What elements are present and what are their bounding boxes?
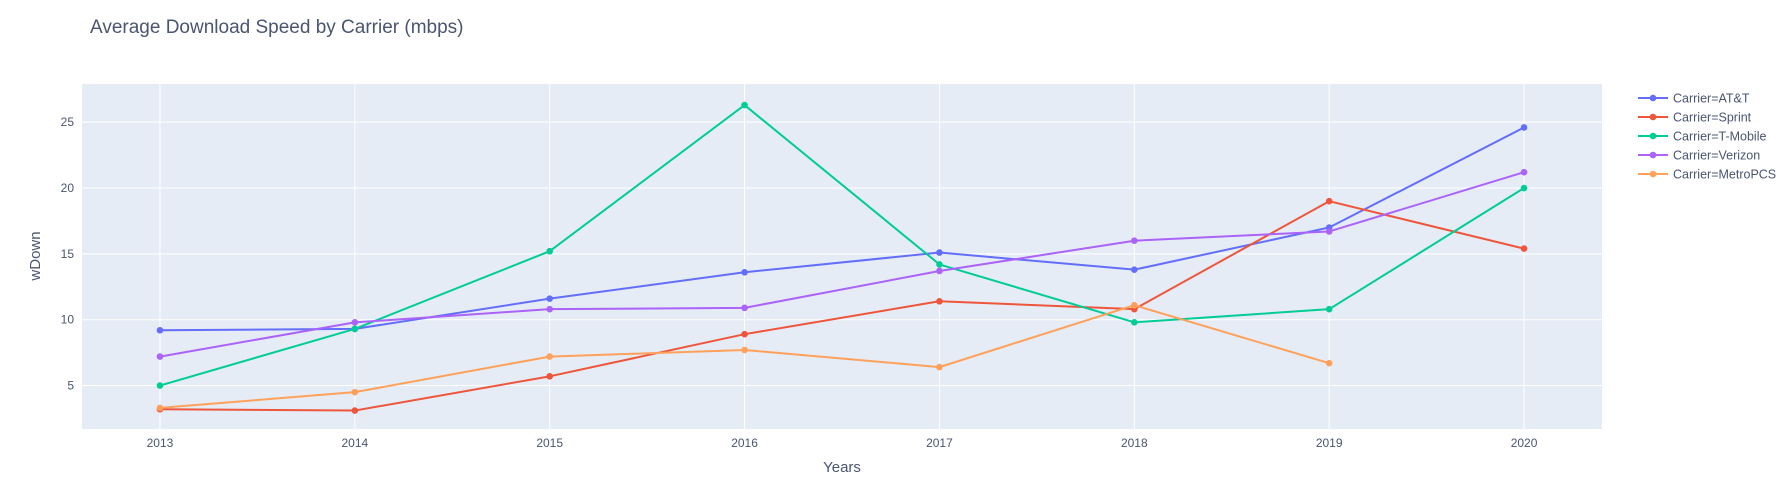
series-line [159,126,1525,332]
legend-item[interactable]: Carrier=Verizon [1638,149,1760,163]
data-point[interactable] [1131,301,1138,309]
series-line [159,171,1525,358]
legend[interactable]: Carrier=AT&T Carrier=Sprint Carrier=T-Mobi… [1638,92,1776,182]
gridlines [82,84,1602,429]
data-point[interactable] [1325,359,1333,367]
series-line [159,104,1525,387]
legend-label: Carrier=Verizon [1673,149,1760,163]
x-tick-label: 2016 [731,436,758,450]
data-point[interactable] [1520,184,1528,192]
legend-label: Carrier=AT&T [1673,92,1750,106]
data-point[interactable] [1131,319,1138,326]
y-axis-title: wDown [27,231,44,281]
x-tick-label: 2018 [1121,436,1148,450]
data-point[interactable] [546,373,553,380]
data-point[interactable] [1325,305,1333,313]
data-point[interactable] [546,305,553,313]
data-point[interactable] [741,269,748,276]
data-point[interactable] [546,353,553,360]
plot-area [82,84,1602,429]
data-point[interactable] [936,249,943,256]
data-point[interactable] [1131,237,1138,244]
x-axis-title: Years [823,459,861,476]
data-point[interactable] [936,261,943,268]
series-line [159,200,1525,412]
data-point[interactable] [936,297,943,305]
series-group [156,101,1528,414]
data-point[interactable] [741,346,748,354]
x-tick-label: 2020 [1511,436,1538,450]
legend-item[interactable]: Carrier=T-Mobile [1638,130,1766,144]
legend-item[interactable]: Carrier=MetroPCS [1638,168,1776,182]
legend-label: Carrier=Sprint [1673,111,1752,125]
legend-item[interactable]: Carrier=AT&T [1638,92,1750,106]
x-tick-label: 2019 [1316,436,1343,450]
data-point[interactable] [351,388,359,396]
x-axis-ticks: 2013 2014 2015 2016 2017 2018 2019 2020 [147,436,1538,450]
data-point[interactable] [741,101,748,109]
data-point[interactable] [546,247,553,255]
legend-swatch-marker [1649,94,1657,102]
data-point[interactable] [156,404,164,412]
x-tick-label: 2014 [341,436,368,450]
series-2 [156,101,1528,389]
data-point[interactable] [156,326,164,334]
x-tick-label: 2013 [147,436,174,450]
data-point[interactable] [156,353,164,360]
legend-swatch-marker [1649,170,1657,178]
data-point[interactable] [741,330,748,338]
y-tick-label: 5 [67,379,74,393]
data-point[interactable] [1131,266,1138,273]
data-point[interactable] [1325,228,1333,235]
legend-swatch-marker [1649,132,1657,140]
y-tick-label: 25 [61,115,75,129]
y-tick-label: 20 [61,181,75,195]
chart-title: Average Download Speed by Carrier (mbps) [90,17,464,38]
data-point[interactable] [1520,168,1528,176]
data-point[interactable] [351,319,359,326]
data-point[interactable] [741,304,748,312]
legend-swatch-marker [1649,113,1657,121]
data-point[interactable] [546,295,553,302]
data-point[interactable] [156,382,164,389]
y-tick-label: 15 [61,247,75,261]
legend-item[interactable]: Carrier=Sprint [1638,111,1752,125]
data-point[interactable] [351,325,359,333]
legend-swatch-marker [1649,151,1657,159]
legend-label: Carrier=MetroPCS [1673,168,1776,182]
data-point[interactable] [1520,124,1528,131]
data-point[interactable] [936,363,943,371]
data-point[interactable] [1325,197,1333,205]
x-tick-label: 2015 [536,436,563,450]
data-point[interactable] [936,267,943,275]
y-axis-ticks: 5 10 15 20 25 [61,115,75,392]
series-3 [156,168,1528,360]
data-point[interactable] [1520,245,1528,252]
y-tick-label: 10 [61,313,75,327]
legend-label: Carrier=T-Mobile [1673,130,1766,144]
series-4 [156,301,1333,412]
data-point[interactable] [351,407,359,414]
x-tick-label: 2017 [926,436,953,450]
